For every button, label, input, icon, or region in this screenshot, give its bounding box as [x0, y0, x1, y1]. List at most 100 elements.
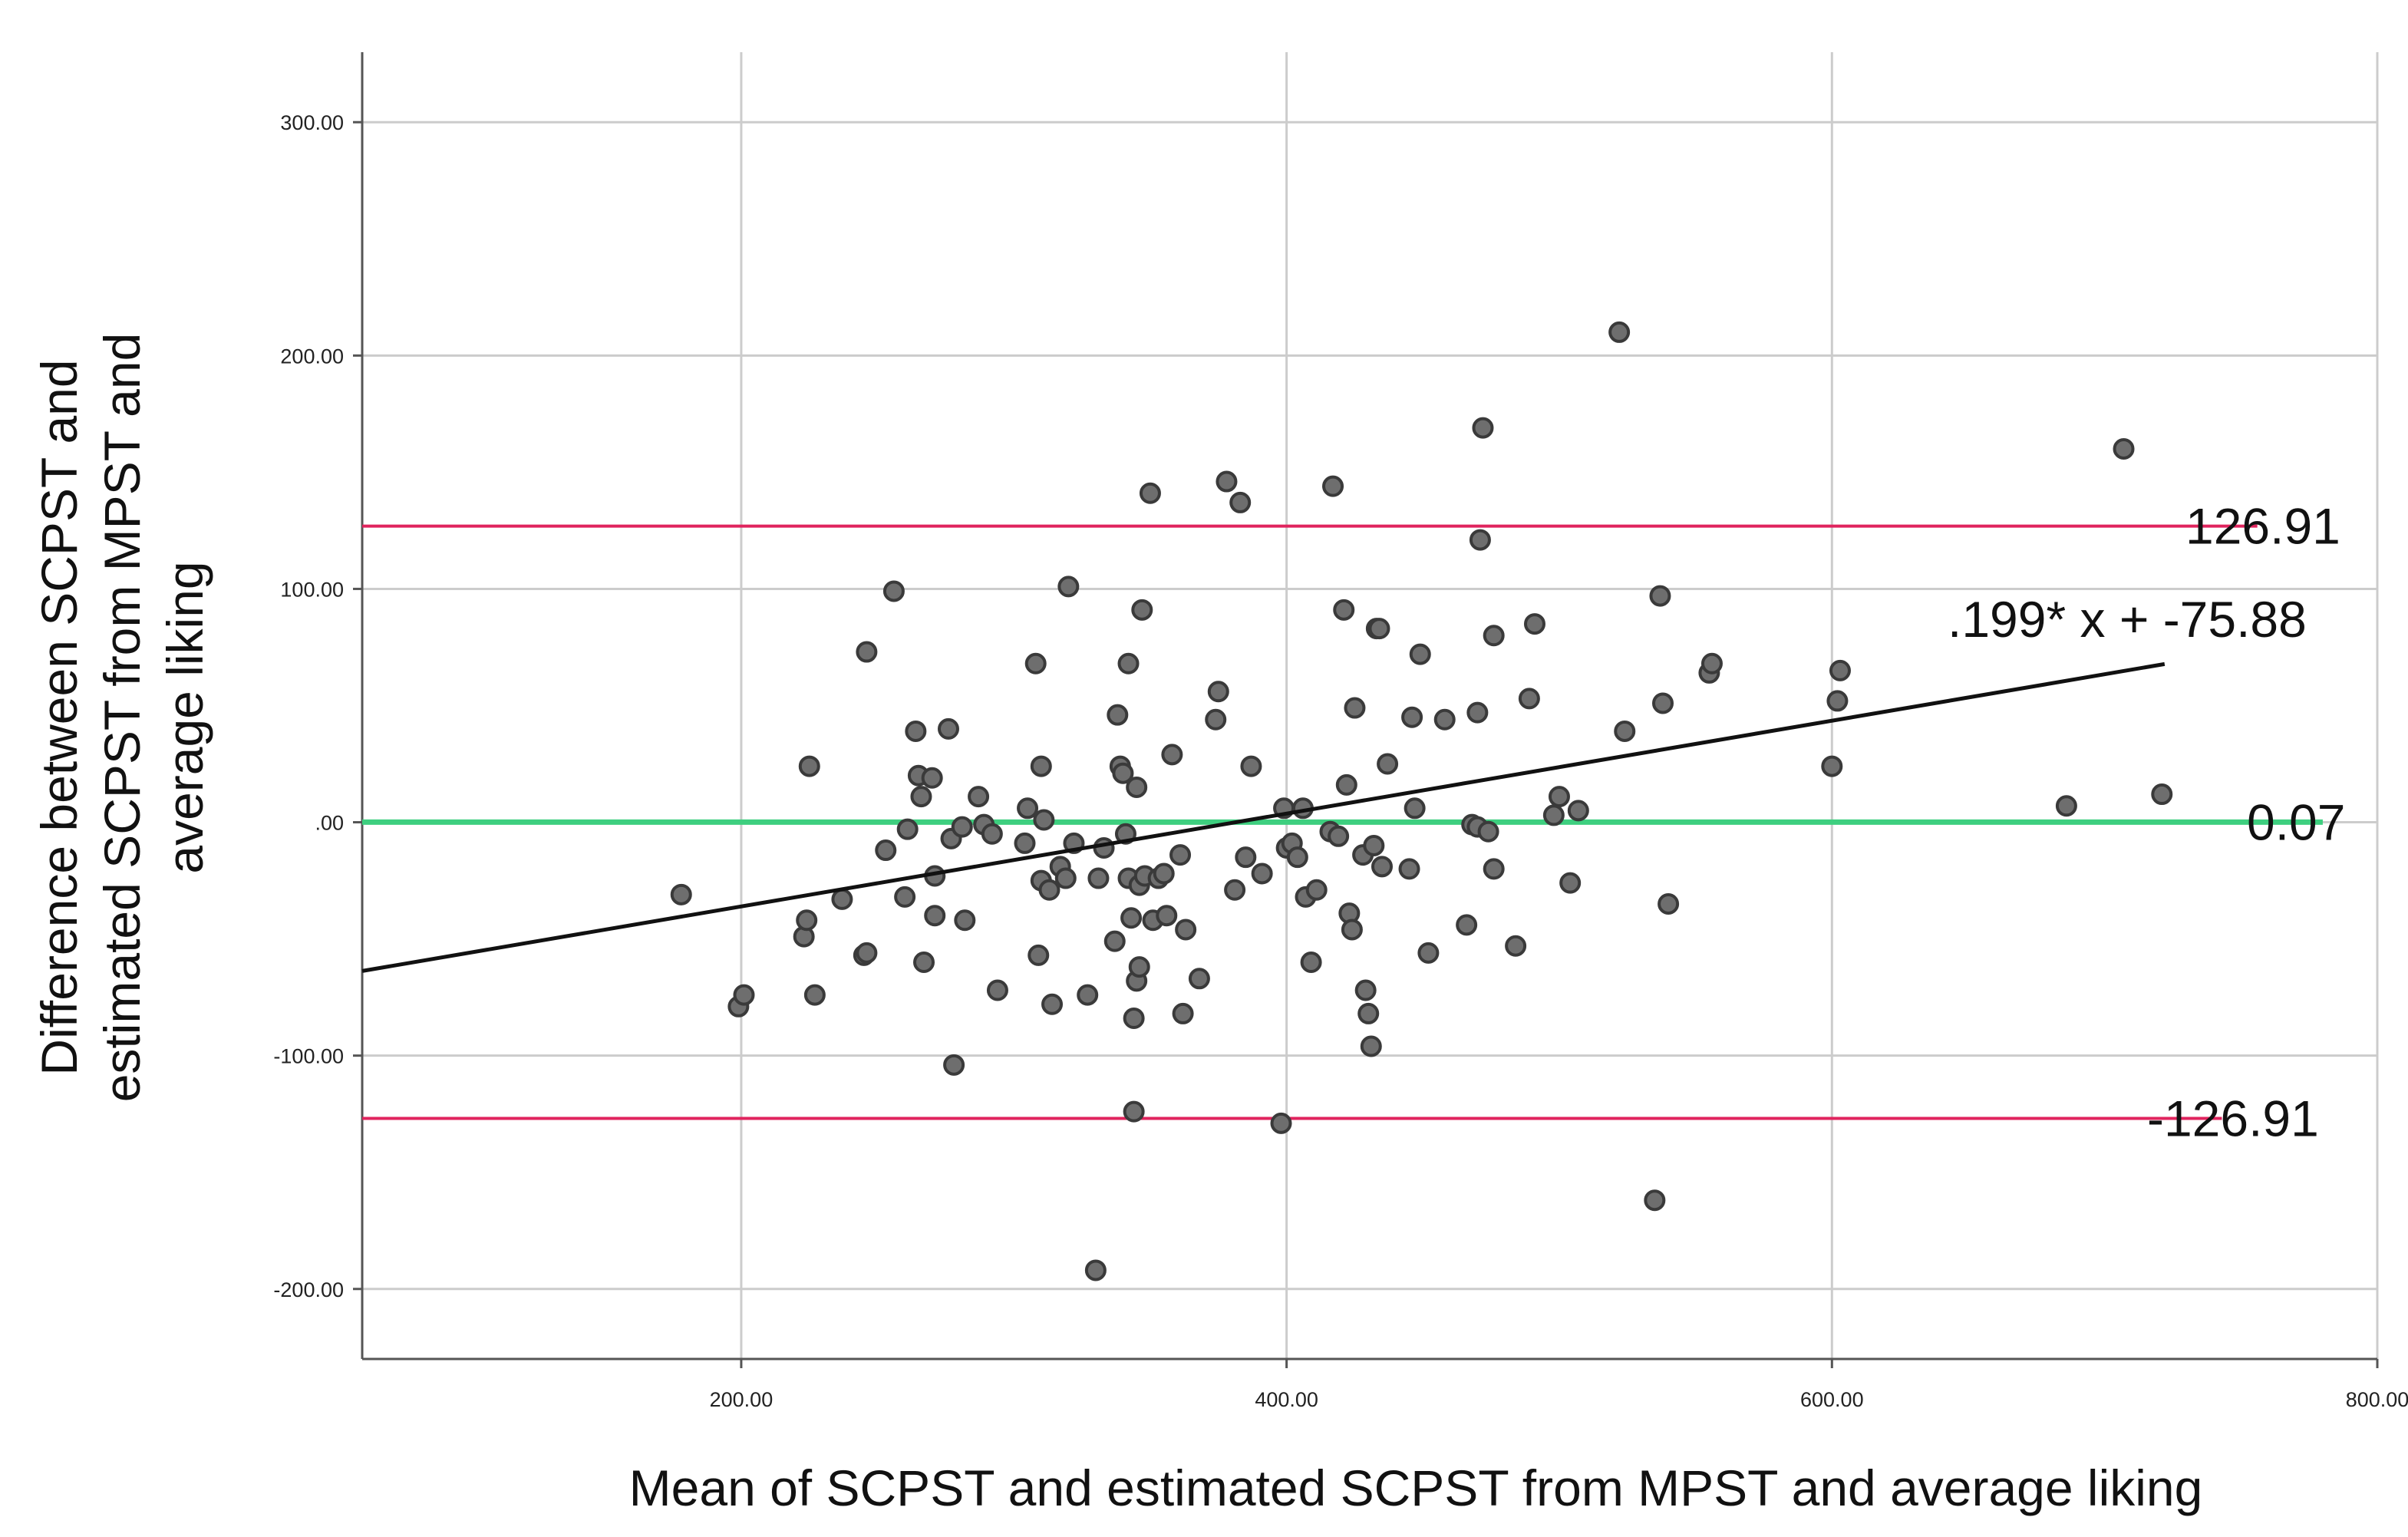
- data-point: [937, 717, 959, 740]
- data-point: [921, 767, 943, 789]
- data-point: [1700, 652, 1723, 674]
- data-point: [1614, 720, 1636, 742]
- lower-limit-label: -126.91: [2147, 1090, 2319, 1146]
- data-point: [1216, 470, 1238, 493]
- data-point: [796, 909, 818, 932]
- data-point: [1559, 872, 1582, 894]
- data-point: [1649, 585, 1671, 607]
- data-point: [803, 984, 826, 1006]
- data-point: [1093, 837, 1115, 859]
- y-tick-label: -100.00: [273, 1045, 344, 1068]
- data-point: [913, 952, 935, 974]
- data-point: [943, 1054, 965, 1076]
- data-point: [798, 755, 820, 777]
- data-point: [1398, 858, 1420, 880]
- y-axis-title-line: Difference between SCPST and: [31, 359, 87, 1075]
- data-point: [1360, 1035, 1382, 1057]
- data-point: [1357, 1002, 1380, 1024]
- data-point: [1123, 1100, 1145, 1123]
- data-point: [1335, 773, 1357, 796]
- data-point: [1658, 892, 1680, 915]
- data-point: [981, 823, 1003, 845]
- data-point: [831, 888, 853, 910]
- regression-layer: [361, 661, 2166, 973]
- points-layer: [670, 321, 2173, 1281]
- grid-layer: [362, 52, 2379, 1359]
- data-point: [1483, 625, 1505, 647]
- data-point: [1169, 844, 1192, 866]
- x-tick-label: 600.00: [1800, 1388, 1864, 1411]
- data-point: [1123, 1008, 1145, 1030]
- data-point: [1548, 786, 1570, 808]
- data-point: [1054, 867, 1077, 889]
- regression-line: [361, 661, 2166, 973]
- data-point: [1344, 697, 1366, 719]
- data-point: [924, 905, 946, 927]
- data-point: [1205, 708, 1227, 731]
- data-point: [1404, 797, 1426, 820]
- data-point: [1240, 755, 1262, 777]
- data-point: [954, 909, 976, 932]
- data-point: [1829, 659, 1851, 681]
- x-tick-label: 200.00: [710, 1388, 774, 1411]
- data-point: [1188, 968, 1210, 990]
- data-point: [1139, 482, 1161, 504]
- data-point: [1156, 905, 1178, 927]
- axes-layer: 200.00 400.00 600.00 800.00 -200.00 -100.00 .0…: [273, 52, 2408, 1411]
- data-point: [2151, 783, 2173, 806]
- data-point: [1523, 613, 1545, 635]
- y-axis-title-line: estimated SCPST from MPST and: [94, 333, 150, 1103]
- data-point: [1235, 846, 1257, 869]
- data-point: [1483, 858, 1505, 880]
- data-point: [1153, 863, 1175, 885]
- data-point: [1456, 914, 1478, 936]
- x-axis-title: Mean of SCPST and estimated SCPST from M…: [629, 1459, 2203, 1516]
- data-point: [1371, 856, 1393, 878]
- data-point: [896, 818, 919, 840]
- data-point: [1120, 907, 1143, 929]
- data-point: [1341, 919, 1363, 941]
- data-point: [1087, 867, 1110, 889]
- data-point: [905, 720, 927, 742]
- data-point: [1229, 491, 1252, 513]
- data-point: [1469, 529, 1491, 551]
- y-tick-label: -200.00: [273, 1278, 344, 1301]
- data-point: [1017, 797, 1039, 820]
- y-tick-label: 200.00: [280, 345, 344, 368]
- data-point: [1126, 776, 1148, 798]
- data-point: [1505, 935, 1527, 957]
- y-axis-title: Difference between SCPST and estimated SC…: [31, 333, 213, 1103]
- data-point: [733, 984, 755, 1006]
- data-point: [1224, 879, 1246, 901]
- data-point: [1077, 984, 1099, 1006]
- data-point: [1172, 1002, 1194, 1024]
- data-point: [670, 883, 692, 905]
- data-point: [1417, 942, 1440, 964]
- y-axis-title-line: average liking: [157, 561, 213, 873]
- data-point: [1354, 979, 1377, 1001]
- data-point: [1057, 576, 1080, 598]
- data-point: [2055, 795, 2077, 817]
- data-point: [1128, 956, 1150, 978]
- data-point: [894, 886, 916, 908]
- y-tick-label: .00: [315, 812, 344, 835]
- data-point: [986, 979, 1008, 1001]
- data-point: [1608, 321, 1631, 343]
- data-point: [1409, 643, 1431, 665]
- data-point: [1161, 744, 1183, 766]
- data-point: [2113, 437, 2135, 460]
- data-point: [1328, 825, 1350, 847]
- data-point: [1477, 820, 1499, 843]
- data-point: [1377, 753, 1399, 775]
- data-point: [1014, 832, 1036, 854]
- data-point: [1518, 688, 1540, 710]
- data-point: [856, 942, 878, 964]
- labels-layer: 126.91 0.07 -126.91 .199* x + -75.88 Mean of…: [31, 333, 2345, 1516]
- data-point: [1107, 704, 1129, 726]
- upper-limit-label: 126.91: [2185, 498, 2340, 555]
- data-point: [1207, 681, 1229, 703]
- data-point: [1368, 618, 1390, 640]
- data-point: [1363, 834, 1385, 856]
- data-point: [1401, 706, 1423, 728]
